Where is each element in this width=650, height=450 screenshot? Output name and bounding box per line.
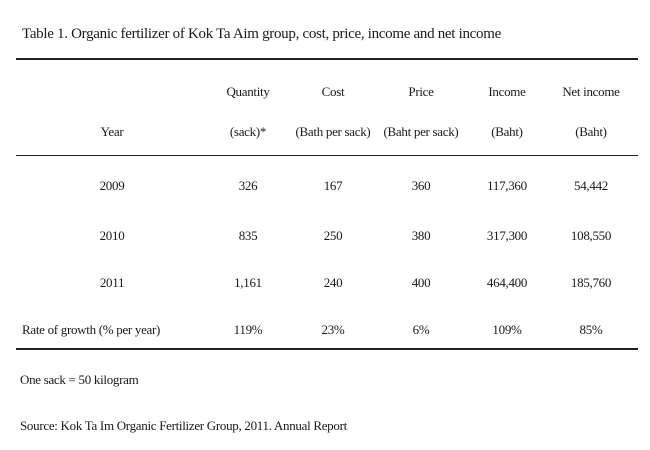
header-cost-line2: (Bath per sack): [295, 124, 371, 139]
table-row: 2011 1,161 240 400 464,400 185,760: [16, 275, 638, 299]
cell-year: 2009: [99, 178, 125, 193]
cell-price: 380: [411, 228, 431, 243]
header-net-income-line1: Net income: [562, 84, 620, 99]
cell-income: 464,400: [486, 275, 528, 290]
table-header-rule: [16, 155, 638, 156]
header-income-line2: (Baht): [491, 124, 523, 139]
cell-net-income: 54,442: [574, 178, 608, 193]
table-bottom-rule: [16, 348, 638, 350]
cell-net-income: 108,550: [570, 228, 612, 243]
cell-quantity: 326: [238, 178, 258, 193]
header-quantity-line2: (sack)*: [229, 124, 267, 139]
cell-year: 2011: [99, 275, 125, 290]
cell-cost: 240: [323, 275, 343, 290]
cell-quantity: 835: [238, 228, 258, 243]
header-net-income-line2: (Baht): [575, 124, 607, 139]
header-quantity-line1: Quantity: [226, 84, 270, 99]
data-table: Year Quantity (sack)* Cost (Bath per sac…: [16, 60, 638, 337]
cell-price: 6%: [412, 322, 430, 337]
cell-year: 2010: [99, 228, 125, 243]
cell-price: 360: [411, 178, 431, 193]
header-income-line1: Income: [488, 84, 526, 99]
cell-quantity: 119%: [233, 322, 263, 337]
cell-net-income: 85%: [579, 322, 603, 337]
table-caption: Table 1. Organic fertilizer of Kok Ta Ai…: [22, 26, 501, 42]
cell-income: 117,360: [487, 178, 527, 193]
cell-net-income: 185,760: [570, 275, 612, 290]
cell-cost: 167: [323, 178, 343, 193]
cell-cost: 23%: [321, 322, 345, 337]
table-header: Year Quantity (sack)* Cost (Bath per sac…: [16, 60, 638, 155]
table-row: 2010 835 250 380 317,300 108,550: [16, 228, 638, 252]
header-price-line2: (Baht per sack): [383, 124, 459, 139]
table-footnote: One sack = 50 kilogram: [20, 372, 139, 387]
header-price-line1: Price: [408, 84, 434, 99]
table-source: Source: Kok Ta Im Organic Fertilizer Gro…: [20, 418, 347, 433]
cell-cost: 250: [323, 228, 343, 243]
header-cost-line1: Cost: [321, 84, 345, 99]
cell-income: 317,300: [486, 228, 528, 243]
table-top-rule: [16, 58, 638, 60]
header-year-line2: Year: [100, 124, 124, 139]
cell-growth-label: Rate of growth (% per year): [22, 322, 161, 337]
cell-income: 109%: [492, 322, 522, 337]
table-row-growth-rate: Rate of growth (% per year) 119% 23% 6% …: [16, 322, 638, 346]
cell-price: 400: [411, 275, 431, 290]
cell-quantity: 1,161: [234, 275, 262, 290]
table-row: 2009 326 167 360 117,360 54,442: [16, 178, 638, 202]
